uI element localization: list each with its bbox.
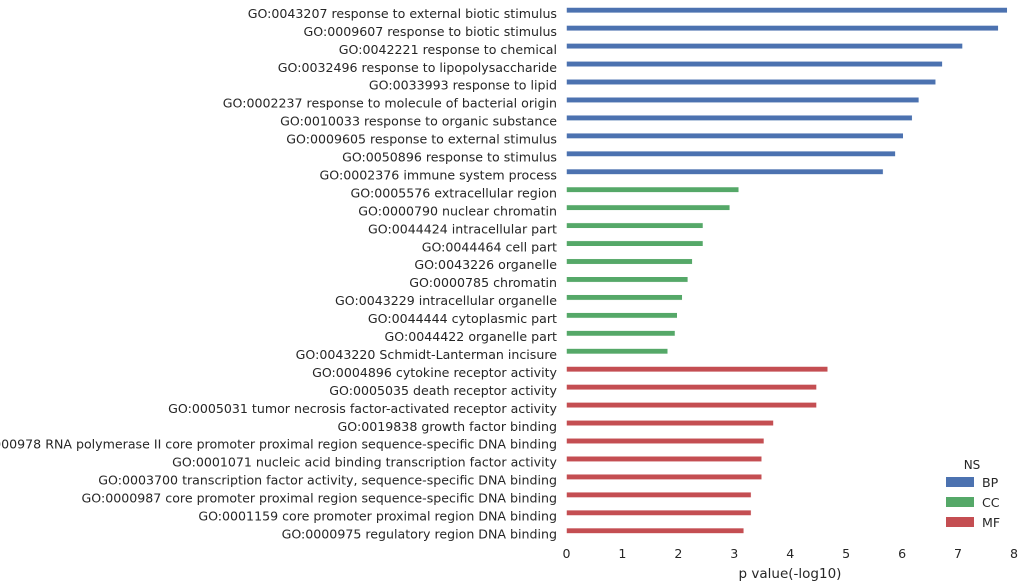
category-label: GO:0042221 response to chemical: [339, 42, 557, 57]
bar-bp: [566, 61, 943, 67]
category-label: GO:0000785 chromatin: [409, 275, 557, 290]
bar-cc: [566, 258, 693, 265]
bar-mf: [566, 527, 745, 534]
category-label: GO:0044424 intracellular part: [368, 221, 557, 236]
category-label: GO:0032496 response to lipopolysaccharid…: [278, 60, 557, 75]
legend-title: NS: [964, 458, 981, 472]
category-label: GO:0002376 immune system process: [320, 167, 557, 182]
category-label: GO:0044464 cell part: [422, 239, 557, 254]
x-tick-label: 8: [1010, 546, 1018, 561]
bar-cc: [566, 222, 704, 229]
legend-swatch-mf: [946, 517, 974, 527]
category-labels: GO:0043207 response to external biotic s…: [0, 6, 558, 542]
bar-cc: [566, 240, 704, 247]
category-label: GO:0043229 intracellular organelle: [335, 293, 557, 308]
category-label: GO:0001159 core promoter proximal region…: [198, 509, 557, 524]
category-label: GO:0043207 response to external biotic s…: [248, 6, 557, 21]
bar-bp: [566, 79, 936, 85]
category-label: GO:0043226 organelle: [414, 257, 557, 272]
x-tick-label: 1: [618, 546, 626, 561]
category-label: GO:0009605 response to external stimulus: [286, 132, 557, 147]
x-tick-label: 6: [898, 546, 906, 561]
x-tick-label: 2: [674, 546, 682, 561]
bar-cc: [566, 276, 689, 283]
legend-swatch-bp: [946, 477, 974, 487]
category-label: GO:0009607 response to biotic stimulus: [304, 24, 558, 39]
bar-mf: [566, 438, 765, 444]
x-axis-label: p value(-log10): [739, 566, 842, 582]
category-label: GO:0005576 extracellular region: [351, 185, 557, 200]
bar-mf: [566, 473, 762, 480]
bar-mf: [566, 456, 762, 462]
bar-bp: [566, 97, 920, 103]
x-tick-label: 0: [562, 546, 570, 561]
category-label: GO:0005035 death receptor activity: [329, 383, 557, 398]
category-label: GO:0010033 response to organic substance: [280, 114, 557, 129]
category-label: GO:0000987 core promoter proximal region…: [82, 491, 558, 506]
bar-mf: [566, 402, 817, 409]
bar-cc: [566, 348, 668, 355]
bar-bp: [566, 43, 963, 50]
category-label: GO:0000978 RNA polymerase II core promot…: [0, 437, 557, 452]
bar-bp: [566, 150, 896, 157]
category-label: GO:0044422 organelle part: [385, 329, 558, 344]
x-tick-label: 3: [730, 546, 738, 561]
bar-cc: [566, 294, 683, 301]
category-label: GO:0000790 nuclear chromatin: [358, 203, 557, 218]
category-label: GO:0043220 Schmidt-Lanterman incisure: [296, 347, 558, 362]
category-label: GO:0004896 cytokine receptor activity: [312, 365, 557, 380]
category-label: GO:0005031 tumor necrosis factor-activat…: [168, 401, 557, 416]
legend-label-cc: CC: [982, 495, 1000, 510]
bar-mf: [566, 509, 752, 516]
x-axis-ticks: 0 1 2 3 4 5 6 7 8: [562, 546, 1018, 561]
category-label: GO:0000975 regulatory region DNA binding: [282, 526, 557, 541]
bar-cc: [566, 186, 740, 193]
bar-mf: [566, 420, 774, 427]
bar-cc: [566, 330, 676, 337]
category-label: GO:0044444 cytoplasmic part: [368, 311, 557, 326]
bar-bp: [566, 25, 999, 32]
bar-bp: [566, 7, 1008, 14]
bars-layer: [566, 7, 1008, 534]
category-label: GO:0033993 response to lipid: [369, 78, 557, 93]
bar-bp: [566, 114, 913, 121]
bar-mf: [566, 366, 828, 373]
category-label: GO:0001071 nucleic acid binding transcri…: [172, 455, 557, 470]
category-label: GO:0003700 transcription factor activity…: [98, 473, 557, 488]
category-label: GO:0050896 response to stimulus: [342, 150, 557, 165]
legend: NS BP CC MF: [946, 458, 1000, 530]
bar-cc: [566, 204, 731, 211]
category-label: GO:0002237 response to molecule of bacte…: [223, 96, 557, 111]
bar-mf: [566, 491, 752, 498]
bar-cc: [566, 312, 678, 319]
x-tick-label: 4: [786, 546, 794, 561]
x-tick-label: 5: [842, 546, 850, 561]
bar-bp: [566, 168, 884, 175]
legend-entries: BP CC MF: [946, 475, 1000, 530]
legend-label-mf: MF: [982, 515, 1000, 530]
legend-label-bp: BP: [982, 475, 999, 490]
legend-swatch-cc: [946, 497, 974, 507]
bar-bp: [566, 132, 904, 139]
category-label: GO:0019838 growth factor binding: [338, 419, 557, 434]
x-tick-label: 7: [954, 546, 962, 561]
bar-mf: [566, 384, 817, 391]
